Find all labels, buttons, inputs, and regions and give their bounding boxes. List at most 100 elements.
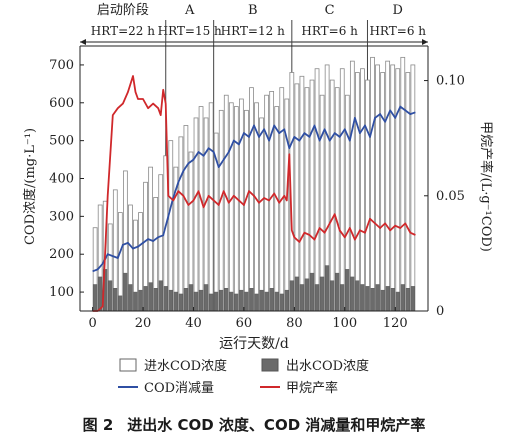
y-tick-label-left: 200 — [49, 247, 74, 262]
legend-label: 甲烷产率 — [286, 380, 338, 396]
influent-bar — [259, 117, 264, 312]
effluent-bar — [173, 291, 179, 312]
effluent-bar — [309, 272, 315, 312]
phase-name: C — [325, 3, 335, 18]
effluent-bar — [108, 280, 113, 312]
effluent-bar — [239, 289, 244, 312]
effluent-bar — [153, 288, 158, 312]
influent-bar — [183, 125, 189, 312]
x-tick-label: 100 — [332, 316, 357, 331]
effluent-bar — [224, 288, 229, 312]
influent-bar — [228, 102, 234, 312]
influent-bar — [249, 87, 254, 312]
effluent-bar — [294, 276, 300, 312]
influent-bar — [360, 68, 365, 312]
effluent-bar — [410, 286, 416, 312]
effluent-bar — [193, 291, 199, 312]
phase-name: D — [393, 3, 403, 18]
effluent-bar — [380, 289, 385, 312]
legend-label: 进水COD浓度 — [144, 358, 227, 374]
y-axis-label-right: 甲烷产率/(L·g⁻¹COD) — [478, 121, 494, 252]
phase-hrt: HRT=15 h — [158, 24, 222, 38]
phase-name: B — [248, 3, 258, 18]
effluent-bar — [360, 284, 365, 312]
influent-bar — [395, 68, 401, 312]
influent-bar — [208, 102, 214, 312]
influent-bar — [385, 60, 391, 312]
effluent-bar — [299, 284, 305, 312]
influent-bar — [218, 109, 224, 312]
influent-bar — [193, 117, 199, 312]
influent-bar — [355, 72, 360, 312]
phase-arrow-head-left — [80, 39, 86, 45]
phase-hrt: HRT=6 h — [301, 24, 358, 38]
cod-removal-line — [92, 105, 416, 273]
y-tick-label-right: 0 — [436, 304, 444, 319]
influent-bar — [375, 64, 380, 312]
effluent-bar — [163, 286, 168, 312]
effluent-bar — [304, 278, 310, 312]
effluent-bar — [244, 291, 249, 312]
influent-bar — [269, 91, 275, 312]
effluent-bar — [168, 289, 173, 312]
effluent-bar — [188, 284, 194, 312]
effluent-bar — [355, 280, 360, 312]
effluent-bar — [324, 265, 330, 312]
influent-bar — [198, 106, 204, 312]
y-tick-label-left: 600 — [49, 96, 74, 111]
effluent-bar — [340, 284, 345, 312]
influent-bar — [329, 79, 335, 312]
effluent-bar — [314, 284, 320, 312]
x-tick-label: 0 — [88, 316, 96, 331]
x-tick-label: 20 — [135, 316, 152, 331]
effluent-bar — [350, 276, 355, 312]
effluent-bar — [264, 291, 269, 312]
effluent-bar — [289, 280, 295, 312]
effluent-bar — [405, 288, 411, 312]
influent-bar — [405, 72, 411, 312]
effluent-bar — [249, 288, 254, 312]
x-axis-label: 运行天数/d — [219, 336, 289, 352]
effluent-bar — [178, 293, 184, 312]
effluent-bar — [113, 288, 118, 312]
x-tick-label: 60 — [236, 316, 253, 331]
effluent-bar — [274, 291, 279, 312]
effluent-bar — [143, 286, 148, 312]
effluent-bar — [183, 288, 189, 312]
effluent-bar — [118, 295, 123, 312]
effluent-bar — [329, 280, 335, 312]
influent-bar — [410, 64, 416, 312]
effluent-bar — [133, 291, 138, 312]
effluent-bar — [213, 291, 219, 312]
y-tick-label-right: 0.10 — [436, 74, 465, 89]
effluent-bar — [229, 291, 234, 312]
phase-name: A — [184, 3, 195, 18]
legend-label: 出水COD浓度 — [286, 358, 369, 374]
influent-bar — [178, 136, 184, 312]
axes: 0 20 40 60 80 100 120 100 200 300 400 500 600 700 0 0.0… — [49, 45, 465, 331]
effluent-bar — [92, 284, 98, 312]
effluent-bar — [319, 276, 325, 312]
effluent-bar — [234, 293, 239, 312]
figure-caption: 图 2 进出水 COD 浓度、COD 消减量和甲烷产率 — [0, 414, 508, 435]
y-axis-label-left: COD浓度/(mg·L⁻¹) — [22, 128, 38, 245]
influent-bar — [244, 109, 249, 312]
influent-bar — [233, 106, 239, 312]
effluent-bar — [375, 284, 380, 312]
effluent-bar — [203, 284, 209, 312]
influent-bar — [223, 94, 229, 312]
effluent-bar — [370, 288, 375, 312]
effluent-bar — [390, 288, 395, 312]
legend-label: COD消减量 — [144, 381, 214, 396]
phase-name: 启动阶段 — [97, 3, 149, 18]
influent-bar — [168, 140, 174, 312]
figure-label: 图 2 — [82, 416, 114, 434]
legend-swatch-influent — [119, 358, 137, 372]
y-tick-label-right: 0.05 — [436, 189, 465, 204]
influent-bar — [365, 79, 370, 312]
effluent-bar — [259, 289, 264, 312]
influent-bar — [264, 94, 269, 312]
bars — [92, 56, 416, 312]
